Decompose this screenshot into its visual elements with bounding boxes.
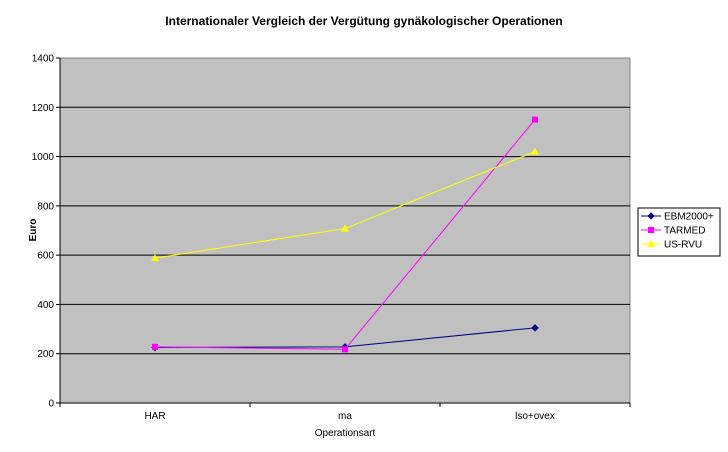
legend-marker-ebm2000- bbox=[647, 212, 655, 220]
legend-marker-us-rvu bbox=[647, 240, 655, 247]
x-tick-labels: HAR ma lso+ovex bbox=[144, 411, 554, 422]
legend-label-ebm2000-: EBM2000+ bbox=[664, 212, 714, 223]
y-axis-label: Euro bbox=[28, 219, 39, 242]
y-tick-label: 800 bbox=[37, 201, 54, 212]
series-lines bbox=[151, 116, 539, 353]
data-point bbox=[151, 254, 159, 262]
y-tick-label: 1200 bbox=[32, 103, 55, 114]
x-axis-label: Operationsart bbox=[315, 428, 376, 439]
x-tick-label: lso+ovex bbox=[515, 411, 555, 422]
legend: EBM2000+ TARMED US-RVU bbox=[637, 207, 721, 257]
legend-marker-tarmed bbox=[648, 227, 654, 233]
axes bbox=[56, 57, 631, 407]
y-tick-label: 600 bbox=[37, 251, 54, 262]
chart-title: Internationaler Vergleich der Vergütung … bbox=[165, 14, 562, 28]
y-tick-labels: 0 200 400 600 800 1000 1200 1400 bbox=[32, 54, 55, 410]
x-tick-label: HAR bbox=[144, 411, 165, 422]
y-tick-label: 1400 bbox=[32, 54, 55, 65]
x-tick-label: ma bbox=[338, 411, 352, 422]
y-tick-label: 0 bbox=[48, 399, 54, 410]
data-point bbox=[342, 346, 348, 353]
data-point bbox=[152, 343, 158, 350]
data-point bbox=[532, 116, 538, 123]
data-point bbox=[531, 323, 539, 332]
data-point bbox=[531, 147, 539, 155]
y-tick-label: 1000 bbox=[32, 152, 55, 163]
data-point bbox=[341, 224, 349, 232]
legend-label-tarmed: TARMED bbox=[664, 226, 705, 237]
legend-label-us-rvu: US-RVU bbox=[664, 240, 702, 251]
y-tick-label: 200 bbox=[37, 349, 54, 360]
y-tick-label: 400 bbox=[37, 300, 54, 311]
